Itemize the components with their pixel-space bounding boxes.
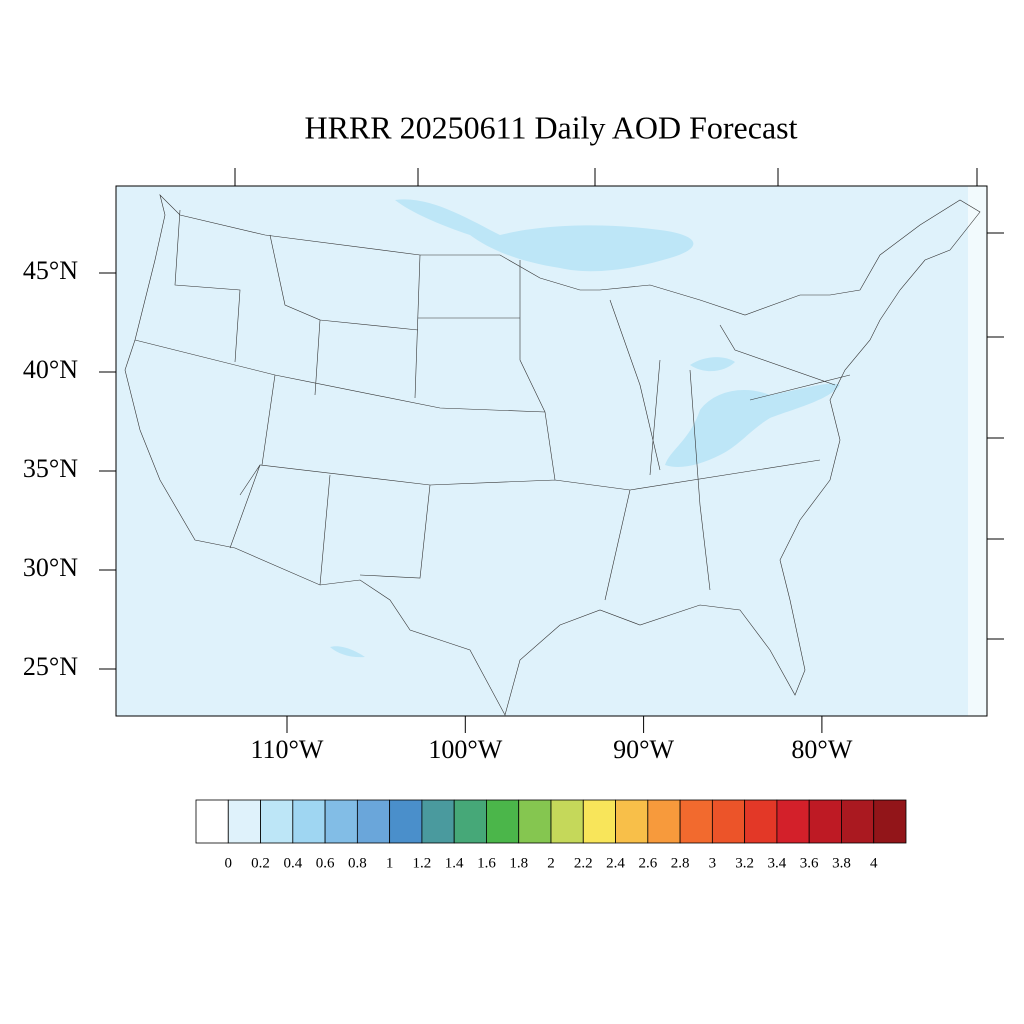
colorbar-label: 0 [225, 855, 233, 871]
colorbar-label: 1.4 [445, 855, 464, 871]
lon-label: 110°W [251, 735, 324, 764]
colorbar-label: 2.2 [574, 855, 593, 871]
colorbar-label: 1 [386, 855, 394, 871]
title: HRRR 20250611 Daily AOD Forecast [304, 109, 797, 145]
haze-patch [690, 357, 735, 372]
lat-label: 45°N [23, 256, 78, 285]
lon-label: 80°W [791, 735, 852, 764]
map-edge [968, 186, 987, 716]
lon-label: 90°W [613, 735, 674, 764]
colorbar-label: 2.8 [671, 855, 690, 871]
colorbar-box [486, 799, 520, 844]
colorbar-box [292, 799, 326, 844]
map-background [116, 186, 987, 716]
frame-ticks [234, 168, 1004, 640]
colorbar-label: 4 [870, 855, 878, 871]
colorbar-box [841, 799, 875, 844]
boundaries [124, 194, 981, 716]
colorbar-label: 0.2 [251, 855, 270, 871]
colorbar-box [260, 799, 294, 844]
colorbar-label: 3.6 [800, 855, 819, 871]
colorbar-box [647, 799, 681, 844]
map-frame [115, 185, 988, 717]
haze-patch [395, 199, 694, 272]
colorbar-box [195, 799, 229, 844]
haze [330, 199, 840, 658]
colorbar-box [518, 799, 552, 844]
colorbar-box [808, 799, 842, 844]
colorbar-label: 1.2 [413, 855, 432, 871]
colorbar-box [550, 799, 584, 844]
colorbar-box [776, 799, 810, 844]
colorbar-box [421, 799, 455, 844]
lat-label: 25°N [23, 652, 78, 681]
colorbar-label: 2.4 [606, 855, 625, 871]
colorbar-box [227, 799, 261, 844]
colorbar-label: 3.4 [768, 855, 787, 871]
colorbar-box [744, 799, 778, 844]
colorbar-box [324, 799, 358, 844]
colorbar-label: 0.6 [316, 855, 335, 871]
colorbar-label: 1.6 [477, 855, 496, 871]
lat-label: 40°N [23, 355, 78, 384]
colorbar-label: 1.8 [509, 855, 528, 871]
state-line [134, 209, 851, 601]
haze-patch [330, 646, 365, 658]
colorbar-box [615, 799, 649, 844]
colorbar-box [582, 799, 616, 844]
colorbar-label: 3.2 [735, 855, 754, 871]
lat-label: 35°N [23, 454, 78, 483]
haze-patch [665, 383, 840, 467]
colorbar-box [389, 799, 423, 844]
colorbar-label: 0.4 [283, 855, 302, 871]
colorbar-label: 3.8 [832, 855, 851, 871]
lon-label: 100°W [428, 735, 502, 764]
colorbar-box [356, 799, 391, 844]
colorbar-box [453, 799, 487, 844]
colorbar-box [873, 799, 907, 844]
colorbar-label: 2.6 [638, 855, 657, 871]
colorbar-label: 0.8 [348, 855, 367, 871]
colorbar-label: 2 [547, 855, 555, 871]
colorbar-box [679, 799, 713, 844]
colorbar-label: 3 [709, 855, 717, 871]
colorbar-box [711, 799, 746, 844]
lat-label: 30°N [23, 553, 78, 582]
